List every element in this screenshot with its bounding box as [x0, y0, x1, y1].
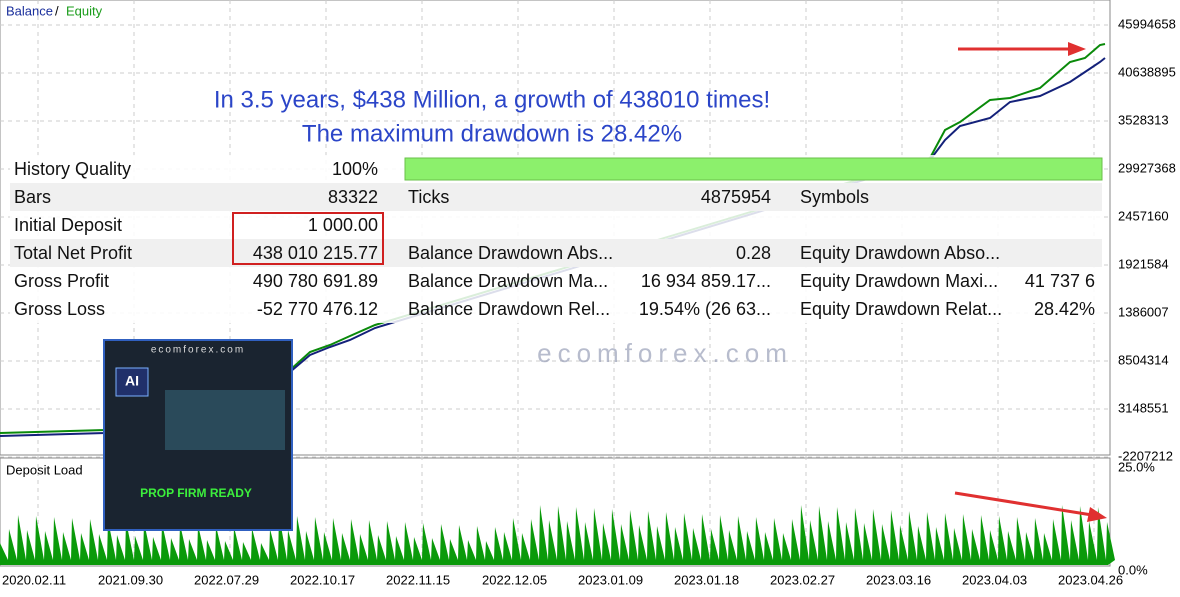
stat-value: 19.54% (26 63...	[639, 299, 771, 319]
x-axis-label: 2023.01.09	[578, 572, 643, 587]
stat-label: Equity Drawdown Abso...	[800, 243, 1000, 263]
arrow	[954, 491, 1093, 517]
stat-label: Balance Drawdown Abs...	[408, 243, 613, 263]
stat-label: Equity Drawdown Relat...	[800, 299, 1002, 319]
quality-bar	[404, 157, 1103, 181]
annotation: The maximum drawdown is 28.42%	[302, 120, 682, 147]
stat-value: 28.42%	[1034, 299, 1095, 319]
stat-value: 0.28	[736, 243, 771, 263]
y-axis-label: 8504314	[1118, 352, 1169, 367]
deposit-load-title: Deposit Load	[6, 462, 83, 477]
stat-value: 16 934 859.17...	[641, 271, 771, 291]
stat-label: Ticks	[408, 187, 449, 207]
row-bg	[10, 239, 1102, 267]
stats-table: History Quality 100% Bars 83322 Ticks 4875954…	[10, 155, 1103, 323]
thumbnail-screen	[165, 390, 285, 450]
y-axis-label: 1921584	[1118, 256, 1169, 271]
x-axis-label: 2022.11.15	[386, 572, 450, 587]
stat-label: Gross Profit	[14, 271, 109, 291]
y-axis-label: 45994658	[1118, 16, 1176, 31]
deposit-load-area	[0, 505, 1115, 565]
arrow-head	[1087, 507, 1107, 522]
x-axis-label: 2022.12.05	[482, 572, 547, 587]
legend-separator: /	[55, 3, 59, 18]
x-axis-label: 2023.04.03	[962, 572, 1027, 587]
row-bg	[10, 183, 1102, 211]
stat-value: 490 780 691.89	[253, 271, 378, 291]
equity-line	[0, 43, 1106, 434]
y-axis-label: 3148551	[1118, 400, 1169, 415]
highlight-box	[232, 212, 384, 265]
x-axis-label: 2022.10.17	[290, 572, 355, 587]
x-axis-label: 2023.02.27	[770, 572, 835, 587]
stat-label: Equity Drawdown Maxi...	[800, 271, 998, 291]
stat-label: Balance Drawdown Rel...	[408, 299, 610, 319]
x-axis-label: 2021.09.30	[98, 572, 163, 587]
stat-value: 41 737 6	[1025, 271, 1095, 291]
stat-label: Total Net Profit	[14, 243, 132, 263]
y-axis-label: 40638895	[1118, 64, 1176, 79]
y-axis-label: 29927368	[1118, 160, 1176, 175]
stat-value: 83322	[328, 187, 378, 207]
stat-label: Initial Deposit	[14, 215, 122, 235]
stat-label: Bars	[14, 187, 51, 207]
stat-value: 1 000.00	[308, 215, 378, 235]
stat-value: 100%	[332, 159, 378, 179]
x-axis-label: 2023.01.18	[674, 572, 739, 587]
ai-badge-text: AI	[125, 373, 139, 389]
load-tick: 25.0%	[1118, 459, 1155, 474]
y-axis-label: 3528313	[1118, 112, 1169, 127]
stat-label: Gross Loss	[14, 299, 105, 319]
y-axis-label: 1386007	[1118, 304, 1169, 319]
thumbnail-caption: PROP FIRM READY	[140, 486, 252, 500]
stat-value: -52 770 476.12	[257, 299, 378, 319]
stat-label: Symbols	[800, 187, 869, 207]
y-axis-label: 2457160	[1118, 208, 1169, 223]
annotation: In 3.5 years, $438 Million, a growth of …	[214, 86, 770, 113]
x-axis-label: 2022.07.29	[194, 572, 259, 587]
arrow-head	[1068, 42, 1086, 56]
thumbnail-site: ecomforex.com	[151, 345, 245, 356]
legend-equity: Equity	[66, 3, 103, 18]
stat-label: History Quality	[14, 159, 131, 179]
watermark: ecomforex.com	[537, 338, 793, 368]
stat-label: Balance Drawdown Ma...	[408, 271, 608, 291]
stat-value: 4875954	[701, 187, 771, 207]
x-axis-label: 2020.02.11	[2, 572, 66, 587]
x-axis-label: 2023.03.16	[866, 572, 931, 587]
ai-badge	[115, 367, 149, 397]
y-axis-label: -2207212	[1118, 448, 1173, 463]
balance-line	[0, 57, 1106, 437]
thumbnail: ecomforex.com AI PROP FIRM READY	[103, 339, 293, 531]
load-tick: 0.0%	[1118, 562, 1148, 577]
legend-balance: Balance	[6, 3, 53, 18]
x-axis-label: 2023.04.26	[1058, 572, 1123, 587]
stat-value: 438 010 215.77	[253, 243, 378, 263]
